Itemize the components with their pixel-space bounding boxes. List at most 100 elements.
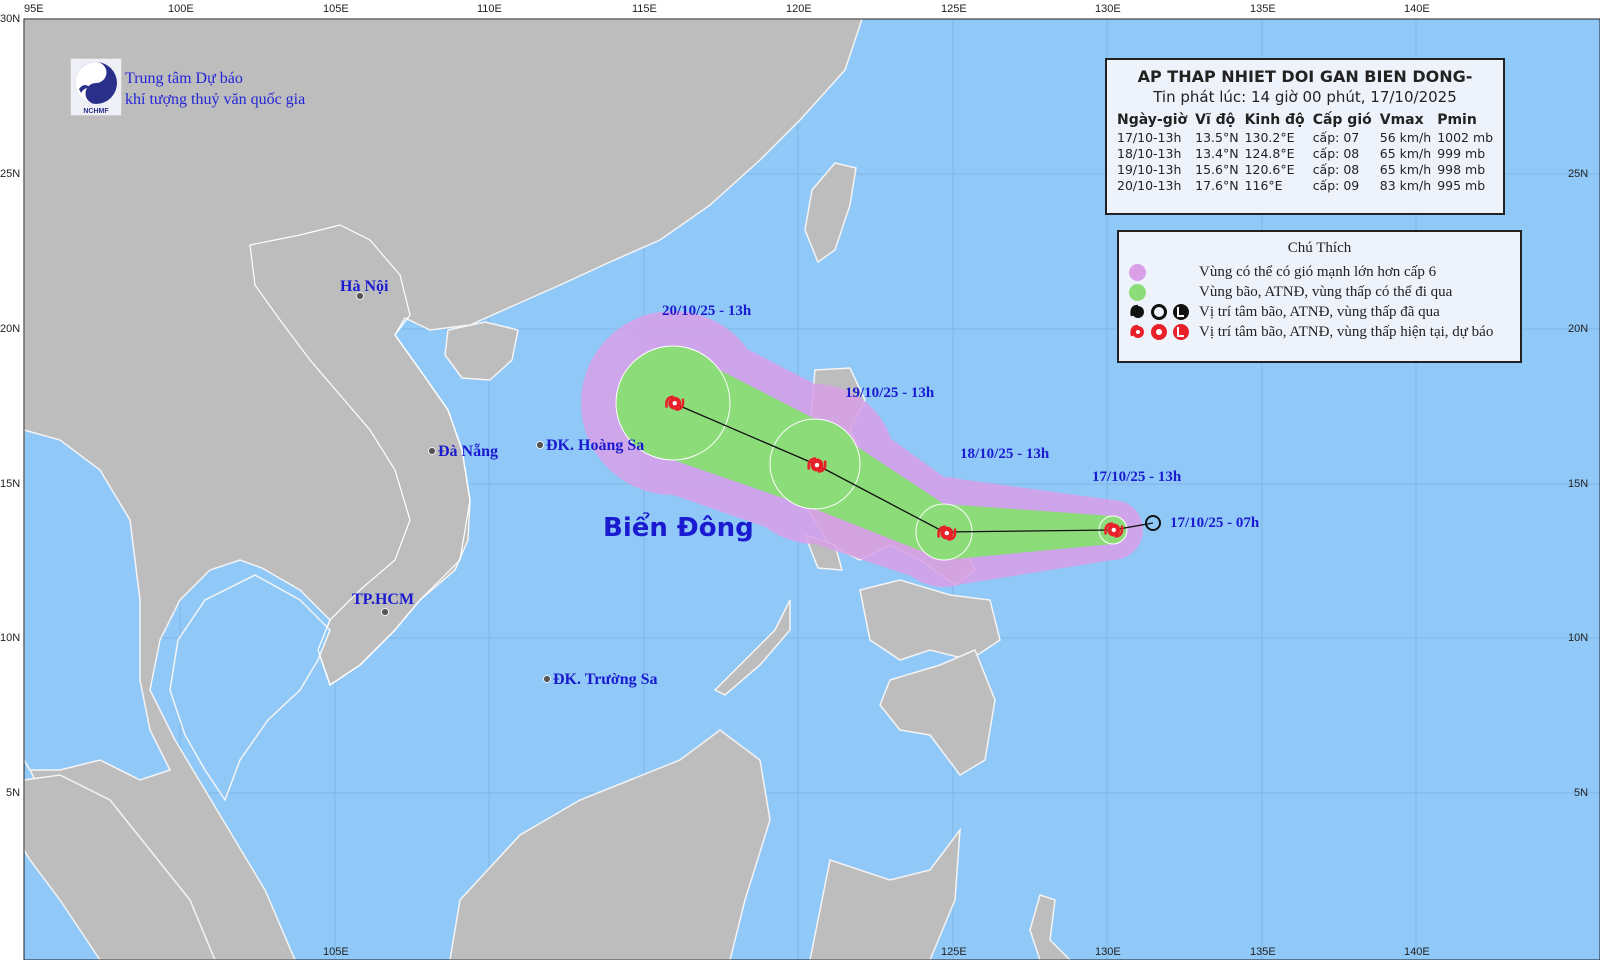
lon-label-bottom: 135E <box>1250 946 1276 958</box>
red-storm-symbols-icon <box>1129 323 1199 341</box>
table-header: Cấp gió <box>1312 112 1372 128</box>
track-label-18-10: 18/10/25 - 13h <box>960 446 1050 462</box>
lon-label: 120E <box>786 3 812 15</box>
lon-label: 100E <box>168 3 194 15</box>
lat-label: 30N <box>0 13 21 25</box>
table-cell: cấp: 07 <box>1312 130 1360 145</box>
track-label-20-10: 20/10/25 - 13h <box>662 303 752 319</box>
storm-center-icon <box>665 395 685 411</box>
lat-label-right: 10N <box>1568 632 1589 644</box>
lon-label-bottom: 105E <box>323 946 349 958</box>
lon-label: 105E <box>323 3 349 15</box>
lon-label: 125E <box>941 3 967 15</box>
track-label-17-10-13h: 17/10/25 - 13h <box>1092 469 1182 485</box>
legend-item: Vị trí tâm bão, ATNĐ, vùng thấp hiện tại… <box>1129 322 1493 342</box>
lon-label-bottom: 140E <box>1404 946 1430 958</box>
table-cell: 17/10-13h <box>1117 130 1182 145</box>
table-row: 19/10-13h 15.6°N 120.6°E cấp: 08 65 km/h 998 … <box>1117 162 1499 178</box>
place-hoangsa: ĐK. Hoàng Sa <box>546 437 645 454</box>
sulawesi <box>809 827 961 960</box>
table-cell: 13.4°N <box>1195 146 1239 161</box>
lat-label: 15N <box>0 478 21 490</box>
table-cell: 124.8°E <box>1244 146 1295 161</box>
lat-label-right: 5N <box>1574 787 1589 799</box>
place-hcm: TP.HCM <box>352 591 415 608</box>
bulletin-title: AP THAP NHIET DOI GAN BIEN DONG- <box>1137 67 1473 86</box>
organization-name: Trung tâm Dự báo khí tượng thuỷ văn quốc… <box>125 68 305 110</box>
table-cell: 995 mb <box>1437 178 1486 193</box>
nchmf-emblem-icon: NCHMF <box>75 62 117 115</box>
lat-label-right: 20N <box>1568 323 1589 335</box>
table-cell: 19/10-13h <box>1117 162 1182 177</box>
table-cell: 13.5°N <box>1195 130 1239 145</box>
table-cell: 18/10-13h <box>1117 146 1182 161</box>
bulletin-issued: Tin phát lúc: 14 giờ 00 phút, 17/10/2025 <box>1153 88 1457 106</box>
table-header: Vĩ độ <box>1195 112 1236 128</box>
track-label-19-10: 19/10/25 - 13h <box>845 385 935 401</box>
table-cell: 83 km/h <box>1379 178 1432 193</box>
org-line-1: Trung tâm Dự báo <box>125 70 243 87</box>
table-cell: 15.6°N <box>1195 162 1239 177</box>
table-header: Ngày-giờ <box>1117 112 1188 128</box>
legend-label: Vị trí tâm bão, ATNĐ, vùng thấp hiện tại… <box>1199 323 1494 340</box>
table-cell: 1002 mb <box>1437 130 1494 145</box>
palawan <box>713 599 791 696</box>
storm-center-icon <box>937 525 957 541</box>
place-hanoi: Hà Nội <box>340 278 389 295</box>
bulletin-box: AP THAP NHIET DOI GAN BIEN DONG- Tin phá… <box>1105 58 1505 215</box>
table-cell: 56 km/h <box>1379 130 1432 145</box>
table-cell: cấp: 08 <box>1312 146 1360 161</box>
green-circle-icon <box>1129 283 1146 301</box>
legend-title: Chú Thích <box>1287 240 1352 256</box>
legend-item: Vị trí tâm bão, ATNĐ, vùng thấp đã qua <box>1129 302 1440 322</box>
track-label-17-10-07h: 17/10/25 - 07h <box>1170 515 1260 531</box>
place-danang: Đà Nẵng <box>438 443 499 460</box>
svg-text:NCHMF: NCHMF <box>83 108 109 115</box>
vietnam-provinces <box>249 224 471 686</box>
table-row: 18/10-13h 13.4°N 124.8°E cấp: 08 65 km/h 999 … <box>1117 146 1499 162</box>
lon-label: 130E <box>1095 3 1121 15</box>
table-cell: 999 mb <box>1437 146 1486 161</box>
table-cell: 130.2°E <box>1244 130 1295 145</box>
lat-label: 25N <box>0 168 21 180</box>
table-cell: cấp: 08 <box>1312 162 1360 177</box>
city-dots <box>356 292 551 683</box>
borneo <box>449 729 771 960</box>
lat-label: 10N <box>0 632 21 644</box>
legend-item: Vùng bão, ATNĐ, vùng thấp có thể đi qua <box>1129 282 1452 302</box>
lon-label: 115E <box>632 3 657 15</box>
table-cell: 20/10-13h <box>1117 178 1182 193</box>
purple-circle-icon <box>1129 263 1146 281</box>
place-truongsa: ĐK. Trường Sa <box>553 671 658 688</box>
mindanao <box>879 649 996 776</box>
legend-item: Vùng có thể có gió mạnh lớn hơn cấp 6 <box>1129 262 1436 282</box>
table-cell: 120.6°E <box>1244 162 1295 177</box>
legend-box: Chú Thích Vùng có thể có gió mạnh lớn hơ… <box>1117 230 1522 363</box>
lat-label-right: 15N <box>1568 478 1589 490</box>
table-cell: 116°E <box>1244 178 1283 193</box>
sea-andaman <box>23 429 172 781</box>
lon-label: 95E <box>24 3 44 15</box>
halmahera <box>1029 894 1072 960</box>
legend-label: Vùng bão, ATNĐ, vùng thấp có thể đi qua <box>1199 283 1453 300</box>
lat-label: 20N <box>0 323 21 335</box>
table-header: Pmin <box>1437 112 1477 128</box>
table-cell: 65 km/h <box>1379 146 1432 161</box>
lat-label-right: 25N <box>1568 168 1589 180</box>
table-cell: 65 km/h <box>1379 162 1432 177</box>
table-header: Vmax <box>1379 112 1424 128</box>
lon-label-bottom: 125E <box>941 946 967 958</box>
table-row: 17/10-13h 13.5°N 130.2°E cấp: 07 56 km/h 1002… <box>1117 130 1499 146</box>
lon-label: 140E <box>1404 3 1430 15</box>
sea-gulf-thailand <box>169 574 331 802</box>
lon-label: 110E <box>477 3 502 15</box>
legend-label: Vị trí tâm bão, ATNĐ, vùng thấp đã qua <box>1199 303 1440 320</box>
black-storm-symbols-icon <box>1129 303 1199 321</box>
storm-center-icon <box>1104 522 1124 538</box>
storm-center-icon <box>807 457 827 473</box>
table-cell: cấp: 09 <box>1312 178 1360 193</box>
lon-label-bottom: 130E <box>1095 946 1121 958</box>
lat-label: 5N <box>6 787 21 799</box>
visayas <box>859 579 1001 661</box>
forecast-table: Ngày-giờ Vĩ độ Kinh độ Cấp gió Vmax Pmin 17/1… <box>1117 112 1499 194</box>
